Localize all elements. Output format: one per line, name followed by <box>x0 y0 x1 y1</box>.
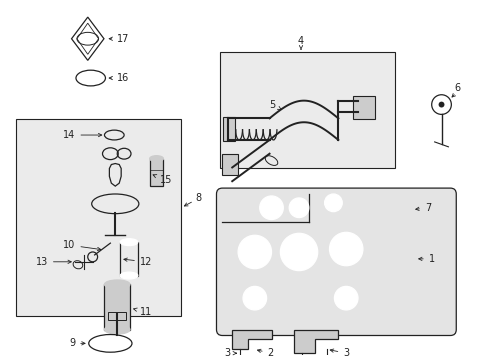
Polygon shape <box>293 330 338 353</box>
Text: 1: 1 <box>418 254 434 264</box>
Text: 11: 11 <box>133 307 152 317</box>
Polygon shape <box>232 330 271 349</box>
Text: 2: 2 <box>257 348 273 358</box>
Bar <box>222 194 449 221</box>
Circle shape <box>280 233 317 271</box>
Circle shape <box>238 235 271 269</box>
Bar <box>108 312 126 320</box>
Text: 13: 13 <box>36 257 71 267</box>
Text: 7: 7 <box>415 203 430 213</box>
Text: 16: 16 <box>109 73 129 83</box>
Bar <box>222 154 238 175</box>
Bar <box>120 242 138 275</box>
Circle shape <box>438 102 444 108</box>
Text: 12: 12 <box>123 257 152 267</box>
Text: 15: 15 <box>153 175 171 185</box>
Ellipse shape <box>120 272 138 279</box>
Bar <box>16 119 181 316</box>
Circle shape <box>329 232 362 266</box>
Circle shape <box>334 286 357 310</box>
Polygon shape <box>372 218 398 229</box>
Text: 3: 3 <box>329 348 348 358</box>
Text: 8: 8 <box>196 193 202 203</box>
Circle shape <box>288 198 308 217</box>
FancyBboxPatch shape <box>216 188 455 336</box>
Text: 9: 9 <box>69 338 85 348</box>
Bar <box>104 284 130 330</box>
Circle shape <box>259 196 283 220</box>
Bar <box>223 117 235 141</box>
Text: 3: 3 <box>224 348 236 358</box>
Text: 4: 4 <box>297 36 304 46</box>
Text: 14: 14 <box>63 130 102 140</box>
Circle shape <box>324 194 342 212</box>
Circle shape <box>243 286 266 310</box>
Text: 17: 17 <box>109 34 129 44</box>
Ellipse shape <box>149 156 163 162</box>
Bar <box>220 53 394 168</box>
Bar <box>352 96 374 119</box>
Ellipse shape <box>120 239 138 246</box>
Ellipse shape <box>104 325 130 334</box>
Text: 6: 6 <box>453 83 460 93</box>
Bar <box>149 159 163 186</box>
Text: 10: 10 <box>63 240 101 251</box>
Text: 5: 5 <box>269 100 281 110</box>
Ellipse shape <box>104 280 130 289</box>
